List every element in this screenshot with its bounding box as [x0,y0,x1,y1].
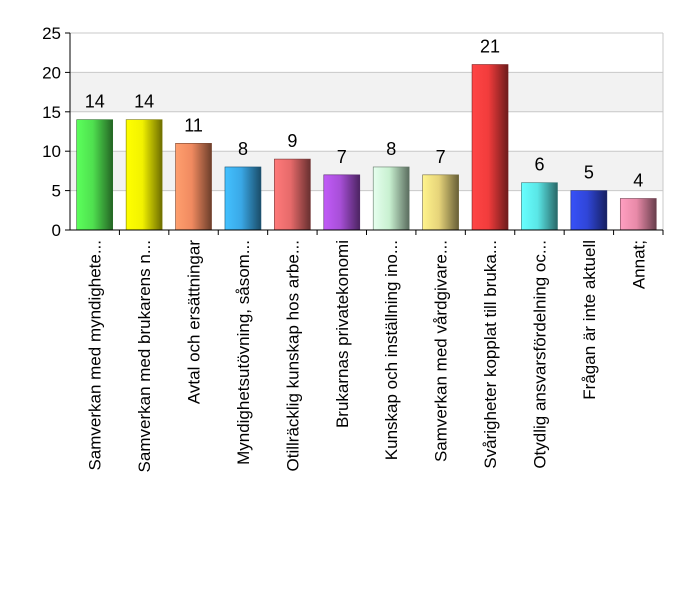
bar [619,198,657,231]
x-tick-label: Samverkan med vårdgivare... [432,240,451,462]
x-tick-label: Avtal och ersättningar [185,240,204,404]
bar [570,190,608,231]
plot-band [70,111,663,152]
x-tick-label: Otydlig ansvarsfördelning oc... [530,240,549,469]
bar [76,119,114,231]
bar [224,166,262,231]
bar [422,174,459,231]
plot-background [70,33,663,230]
grid-lines [70,32,663,192]
y-tick-label: 0 [52,221,61,240]
data-label: 8 [386,139,396,159]
x-tick-label: Svårigheter kopplat till bruka... [481,240,500,469]
plot-band [70,72,663,112]
plot-band [70,33,663,73]
bar [175,143,212,231]
data-label: 21 [480,37,500,57]
data-label: 11 [184,115,203,135]
y-tick-label: 15 [42,103,61,122]
y-tick-label: 20 [42,63,61,82]
data-label: 8 [238,139,248,159]
x-tick-label: Kunskap och inställning ino... [382,240,401,460]
data-label: 4 [633,170,643,190]
y-tick-labels: 0 5 10 15 20 25 [42,24,61,240]
x-tick-label: Samverkan med myndighete... [86,240,105,471]
data-label: 9 [287,131,297,151]
x-tick-label: Myndighetsutövning, såsom... [234,240,253,465]
y-tick-label: 10 [42,142,61,161]
y-tick-label: 25 [42,24,61,43]
data-label: 6 [534,155,544,175]
bar [521,182,558,231]
bars [76,64,657,231]
data-label: 7 [436,147,446,167]
bar [372,166,410,231]
bar [125,119,163,231]
x-tick-label: Samverkan med brukarens n... [135,240,154,472]
bar [274,158,311,231]
plot-band [70,190,663,230]
plot-band [70,151,663,191]
x-tick-label: Brukarnas privatekonomi [333,240,352,428]
axes [65,32,664,235]
y-tick-label: 5 [52,182,61,201]
x-tick-label: Frågan är inte aktuell [580,240,599,400]
bar [323,174,361,231]
x-tick-labels: Samverkan med myndighete... Samverkan med… [86,240,649,473]
data-label: 14 [85,92,105,112]
x-tick-label: Otillräcklig kunskap hos arbe... [283,240,302,472]
data-label: 7 [337,147,347,167]
x-tick-label: Annat; [629,240,648,289]
data-labels: 14 14 11 8 9 7 8 7 21 6 5 4 [85,37,644,191]
data-label: 5 [584,163,594,183]
bar [471,64,509,231]
data-label: 14 [134,92,154,112]
